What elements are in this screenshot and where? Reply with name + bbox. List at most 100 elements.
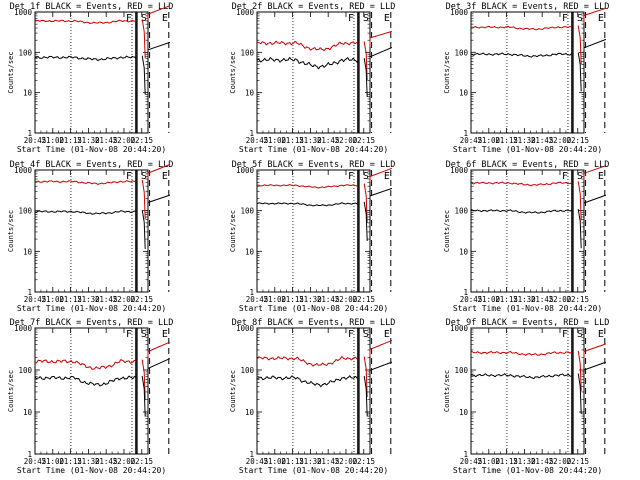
y-tick-label: 10 [245,408,255,417]
series-spike-0 [363,356,368,398]
y-tick-label: 100 [454,48,468,57]
x-tick-label: 22:00 [335,136,358,145]
x-tick-label: 21:00 [264,457,287,466]
series-line-post-1 [369,187,393,203]
x-tick-label: 22:15 [566,295,589,304]
event-marker-label: F [348,13,354,24]
series-line-post-1 [583,361,607,378]
x-tick-label: 22:15 [352,457,375,466]
y-axis-label: Counts/sec [7,51,15,93]
plot-frame [256,11,371,134]
x-axis-label: Start Time (01-Nov-08 20:44:20) [239,304,388,313]
event-marker-label: E [162,13,168,24]
x-tick-label: 22:15 [130,295,153,304]
x-tick-label: 22:00 [549,136,572,145]
event-marker-label: S [577,329,583,340]
x-tick-label: 21:45 [531,457,554,466]
series-spike-1 [141,209,146,250]
event-marker-label: E [384,329,390,340]
y-tick-label: 10 [459,408,469,417]
x-tick-label: 21:15 [59,136,82,145]
series-spike-0 [577,350,582,392]
x-tick-label: 20:45 [460,457,483,466]
y-tick-label: 1 [249,129,254,138]
event-marker-label: F [562,13,568,24]
series-line-pre-0 [470,25,572,31]
y-tick-label: 1000 [236,324,255,333]
y-tick-label: 100 [18,48,32,57]
event-marker-label: E [384,13,390,24]
series-line-pre-0 [256,355,358,367]
plot-frame [256,327,371,455]
series-spike-0 [577,25,582,65]
panel-title: Det 3f BLACK = Events, RED = LLD [446,2,610,12]
series-spike-1 [577,373,582,414]
x-tick-label: 20:45 [460,295,483,304]
series-line-post-1 [583,194,607,210]
x-tick-label: 21:00 [478,295,501,304]
series-line-pre-0 [470,350,573,356]
x-tick-label: 21:45 [95,295,118,304]
y-tick-label: 100 [240,366,254,375]
x-tick-label: 21:15 [281,136,304,145]
series-line-pre-0 [470,181,573,187]
event-marker-label: S [363,13,369,24]
x-tick-label: 21:45 [95,136,118,145]
series-line-pre-1 [256,56,359,70]
series-spike-1 [363,58,368,98]
panel-title: Det 2f BLACK = Events, RED = LLD [232,2,396,12]
x-tick-label: 20:45 [460,136,483,145]
y-axis-label: Counts/sec [229,51,237,93]
x-tick-label: 21:00 [42,295,65,304]
x-tick-label: 20:45 [24,136,47,145]
y-axis-label: Counts/sec [7,210,15,252]
event-marker-label: S [141,329,147,340]
x-axis-label: Start Time (01-Nov-08 20:44:20) [239,466,388,475]
series-line-post-1 [583,38,607,55]
x-tick-label: 21:45 [317,457,340,466]
x-tick-label: 21:15 [495,295,518,304]
series-line-post-1 [369,361,393,379]
x-tick-label: 22:15 [130,136,153,145]
series-spike-1 [141,55,146,95]
series-line-pre-1 [256,202,358,207]
series-line-pre-0 [257,183,358,189]
y-tick-label: 1000 [450,324,469,333]
x-tick-label: 21:00 [264,295,287,304]
x-tick-label: 21:15 [281,457,304,466]
series-spike-0 [577,181,582,221]
chart-panel-6: Det 6f BLACK = Events, RED = LLD 1 10 100 10… [443,160,609,313]
series-spike-1 [363,376,368,417]
y-tick-label: 1000 [14,324,33,333]
x-tick-label: 21:30 [77,136,100,145]
y-tick-label: 1 [27,450,32,459]
chart-panel-4: Det 4f BLACK = Events, RED = LLD 1 10 100 10… [7,160,173,313]
plot-frame [34,327,149,455]
chart-panel-9: Det 9f BLACK = Events, RED = LLD 1 10 100 10… [443,318,609,475]
series-line-pre-1 [470,209,573,214]
panel-title: Det 8f BLACK = Events, RED = LLD [232,318,396,328]
panel-title: Det 7f BLACK = Events, RED = LLD [10,318,174,328]
series-line-pre-1 [34,375,137,387]
x-axis-label: Start Time (01-Nov-08 20:44:20) [17,145,166,154]
series-line-post-0 [583,343,607,360]
x-tick-label: 22:15 [130,457,153,466]
plot-frame [470,169,585,293]
x-axis-label: Start Time (01-Nov-08 20:44:20) [453,145,602,154]
chart-panel-3: Det 3f BLACK = Events, RED = LLD 1 10 100 10… [443,2,609,154]
series-spike-1 [577,52,582,92]
series-spike-0 [363,41,368,81]
series-line-post-0 [147,341,171,359]
y-tick-label: 1000 [236,8,255,17]
panel-title: Det 4f BLACK = Events, RED = LLD [10,160,174,170]
panel-title: Det 9f BLACK = Events, RED = LLD [446,318,610,328]
y-tick-label: 1000 [14,166,33,175]
series-line-post-1 [369,47,393,64]
x-tick-label: 20:45 [246,136,269,145]
series-line-pre-0 [34,359,137,370]
event-marker-label: E [162,171,168,182]
y-tick-label: 100 [454,207,468,216]
y-tick-label: 100 [240,207,254,216]
chart-panel-8: Det 8f BLACK = Events, RED = LLD 1 10 100 10… [229,318,395,475]
